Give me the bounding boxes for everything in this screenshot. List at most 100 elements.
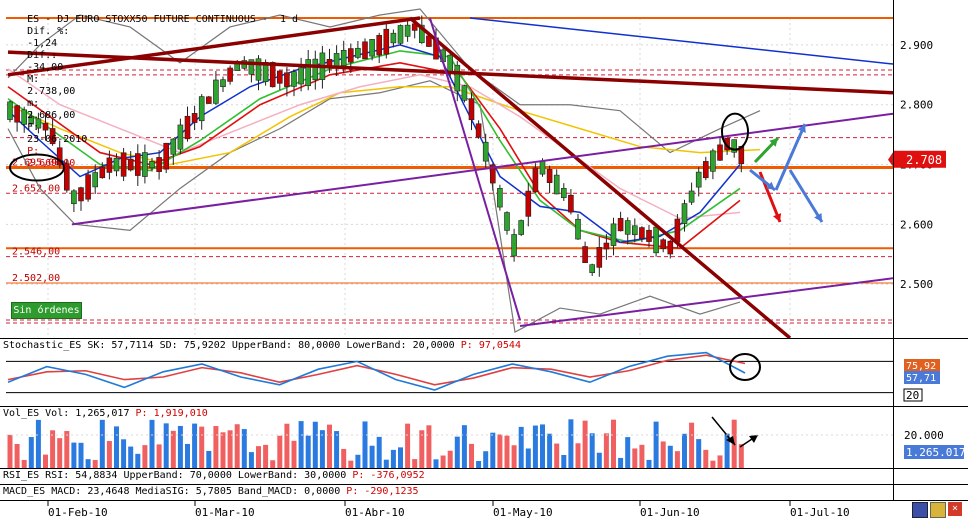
volume-bar <box>696 439 702 469</box>
stoch-sk-badge-label: 57,71 <box>906 373 936 384</box>
volume-bar <box>71 442 77 469</box>
save-icon[interactable] <box>912 502 928 518</box>
candle-body <box>710 150 716 172</box>
volume-bar <box>738 444 744 469</box>
y-axis-separator <box>893 0 894 500</box>
candle-body <box>646 229 652 242</box>
dif-pct-label: Dif. %: <box>27 26 70 37</box>
arrow-blue-3-head <box>814 213 822 222</box>
volume-bar <box>284 423 290 469</box>
rsi-p-label: P: <box>352 470 365 481</box>
rsi-upper: 70,0000 <box>189 470 232 481</box>
volume-bar <box>632 448 638 469</box>
volume-bar <box>92 459 98 469</box>
vol-arrow-down-head <box>726 436 735 445</box>
macd-header: MACD_ES MACD: 23,4648 MediaSIG: 5,7805 B… <box>3 486 419 498</box>
macd-p: -290,1235 <box>364 486 419 497</box>
candle-body <box>106 157 113 173</box>
candle-body <box>35 118 42 129</box>
volume-bar <box>185 443 190 469</box>
volume-bar <box>639 444 645 469</box>
trend-line-falling <box>408 16 792 340</box>
stoch-lower-label: LowerBand: <box>346 340 407 351</box>
vol-p: 1,919,010 <box>153 408 208 419</box>
candle-body <box>454 64 461 92</box>
date-axis-svg: 01-Feb-10 01-Mar-10 01-Abr-10 01-May-10 01-J… <box>47 501 850 519</box>
volume-bar <box>149 419 155 469</box>
volume-bar <box>447 450 453 469</box>
candle-body <box>340 50 347 66</box>
volume-bar <box>334 431 340 469</box>
candle-body <box>347 48 354 63</box>
candle-body <box>170 138 177 155</box>
candle-body <box>631 225 638 236</box>
arrow-blue-2-head <box>797 124 806 133</box>
candle-body <box>49 128 56 145</box>
volume-bar <box>298 421 304 469</box>
candle-body <box>255 58 262 81</box>
close-icon[interactable]: × <box>948 502 962 516</box>
candle-body <box>99 166 106 179</box>
volume-bar <box>490 432 496 469</box>
volume-bar <box>724 433 730 469</box>
volume-bar <box>454 436 460 469</box>
volume-pane: 20.000 1.265.017 Vol_ES Vol: 1,265,017 P:… <box>0 406 968 469</box>
vol-badge-label: 1.265.017 <box>906 446 966 459</box>
ma-pink <box>7 68 741 220</box>
volume-bar <box>43 454 48 469</box>
vol-value: 1,265,017 <box>75 408 130 419</box>
price-badge-pointer <box>888 150 894 168</box>
stoch-highlight-ellipse <box>729 353 761 381</box>
arrow-blue-1-head <box>766 181 775 190</box>
candle-body <box>276 70 283 84</box>
rsi-value: 54,8834 <box>75 470 118 481</box>
volume-bar <box>433 459 439 469</box>
candle-body <box>575 218 581 240</box>
highlight-ellipse-right <box>721 112 749 151</box>
volume-bar <box>603 433 609 469</box>
tools-icon[interactable] <box>930 502 946 518</box>
candle-body <box>7 101 13 120</box>
candle-body <box>78 187 84 202</box>
min-value: 2.686,00 <box>27 110 76 121</box>
volume-bar <box>348 460 354 469</box>
no-orders-badge[interactable]: Sin órdenes <box>11 302 82 319</box>
y-tick-label: 2.800 <box>900 99 933 112</box>
candle-body <box>482 141 489 162</box>
max-value: 2.738,00 <box>27 86 76 97</box>
candle-body <box>447 54 454 72</box>
candle-body <box>717 144 723 161</box>
candle-body <box>177 124 184 150</box>
stoch-sd-badge-label: 75,92 <box>906 361 936 372</box>
volume-bar <box>589 433 595 469</box>
candle-body <box>674 218 681 243</box>
candle-body <box>667 240 674 255</box>
candle-body <box>660 239 667 250</box>
candle-body <box>85 174 91 200</box>
candle-body <box>376 35 383 56</box>
volume-bar <box>312 421 318 469</box>
macd-signal: 5,7805 <box>195 486 232 497</box>
arrow-blue-3 <box>788 169 824 223</box>
volume-bar <box>256 446 261 469</box>
volume-bar <box>163 423 169 469</box>
y-tick-label: 2.600 <box>900 218 933 231</box>
candle-body <box>518 220 525 235</box>
date-tick-label: 01-May-10 <box>493 506 553 519</box>
candle-body <box>568 194 574 213</box>
candle-body <box>113 157 120 172</box>
highlight-ellipse-left <box>9 153 65 182</box>
volume-bar <box>114 426 119 469</box>
volume-bar <box>35 419 41 469</box>
volume-bar <box>64 431 70 469</box>
volume-bar <box>128 446 134 469</box>
candle-body <box>617 218 624 232</box>
y-tick-label: 2.900 <box>900 39 933 52</box>
volume-bar <box>234 424 240 469</box>
trend-line-rising <box>7 16 421 77</box>
stoch-sd-badge <box>904 359 940 372</box>
vol-tick-label: 20.000 <box>904 429 944 442</box>
candle-body <box>163 142 169 170</box>
volume-bar <box>7 434 13 469</box>
volume-bar <box>611 419 616 469</box>
